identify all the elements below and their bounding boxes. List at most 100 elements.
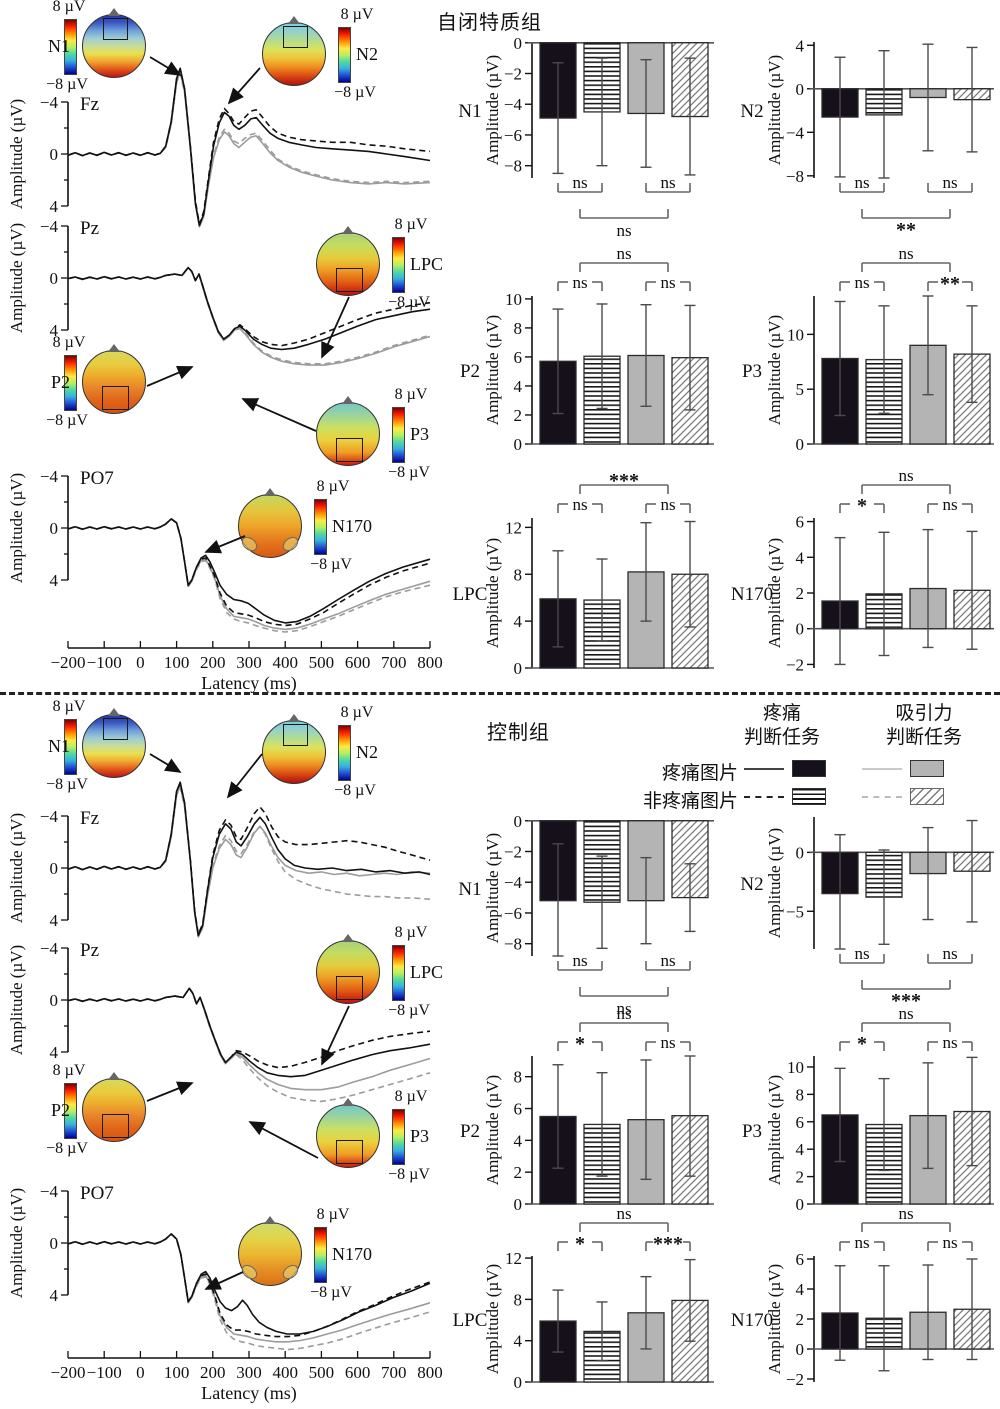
roi-box [283,26,308,48]
section-divider [0,692,1000,695]
y-tick-label: 0 [514,1373,523,1392]
erp-y-tick-label: 4 [50,911,59,930]
right-ear-marker [297,519,307,537]
y-tick-label: 2 [796,1168,805,1187]
component-label: LPC [453,1310,488,1331]
erp-curve-pp [67,266,431,351]
y-tick-label: −5 [786,902,804,921]
roi-right-electrode [280,1262,301,1282]
roi-box [283,724,308,746]
electrode-label: Fz [80,808,99,829]
erp-x-tick-label: 200 [200,653,226,672]
y-axis-title: Amplitude (µV) [483,55,502,165]
topo-map-LPC: 8 µV −8 µV LPC [311,924,466,1022]
erp-x-tick-label: −100 [87,653,122,672]
erp-y-tick-label: 4 [50,1286,59,1305]
topo-head [77,1072,151,1142]
y-axis-title: Amplitude (µV) [483,538,502,648]
colorbar-max-label: 8 µV [340,704,374,721]
sig-label: ns [616,244,631,263]
topo-head [257,16,331,86]
y-tick-label: 2 [514,406,523,425]
y-tick-label: 4 [796,36,805,55]
erp-x-axis-title: Latency (ms) [201,1383,296,1404]
roi-box [103,18,128,40]
right-ear-marker [321,745,331,763]
right-ear-marker [375,427,385,445]
sig-label: ns [572,495,587,514]
electrode-label: Pz [80,940,99,961]
sig-label: ns [898,1204,913,1223]
y-tick-label: 0 [514,435,523,454]
right-ear-marker [375,1129,385,1147]
colorbar-max-label: 8 µV [52,334,86,351]
erp-y-tick-label: 0 [50,991,59,1010]
sig-label: ns [660,273,675,292]
y-axis-title: Amplitude (µV) [765,538,784,648]
legend-row-pain-picture: 疼痛图片 [661,763,738,784]
topo-head [233,488,307,558]
sig-label: ns [898,1004,913,1023]
sig-label: ns [942,1233,957,1252]
y-tick-label: 0 [514,812,523,831]
erp-x-tick-label: 600 [345,1363,371,1382]
roi-box [336,268,363,292]
sig-label: ns [854,1233,869,1252]
component-name: N170 [332,516,372,536]
sig-label: * [857,1033,867,1055]
nose-marker [264,488,276,496]
legend-line-gray-solid [862,768,902,770]
component-label: N2 [740,874,763,895]
y-tick-label: 0 [514,659,523,678]
component-label: N170 [731,1310,773,1331]
y-tick-label: 12 [505,1249,522,1268]
y-tick-label: −8 [504,157,522,176]
nose-marker [108,708,120,716]
y-tick-label: 8 [796,1085,805,1104]
erp-y-tick-label: 0 [50,1234,59,1253]
erp-x-tick-label: 400 [272,653,298,672]
right-ear-marker [141,739,151,757]
y-tick-label: 4 [514,1332,523,1351]
sig-label: ns [660,951,675,970]
y-tick-label: 0 [796,80,805,99]
topo-head [233,1216,307,1286]
topo-map-N170: 8 µV −8 µV N170 [233,1206,388,1304]
bar-chart-控制组-N170: −2 0 2 4 6 Amplitude (µV)N170 ns ns ns [731,1204,994,1389]
y-tick-label: 4 [514,1131,523,1150]
y-tick-label: 8 [514,319,523,338]
nose-marker [342,226,354,234]
sig-label: *** [609,470,639,492]
erp-y-axis-title: Amplitude (µV) [7,223,26,333]
topo-colorbar [64,1083,77,1139]
erp-x-tick-label: 0 [136,1363,145,1382]
colorbar-max-label: 8 µV [52,698,86,715]
left-ear-marker [77,375,87,393]
component-name: N170 [332,1244,372,1264]
erp-x-tick-label: 700 [381,653,407,672]
topo-map-P3: 8 µV −8 µV P3 [311,386,466,484]
sig-label: ns [616,1004,631,1023]
colorbar-min-label: −8 µV [310,556,352,573]
erp-y-tick-label: 0 [50,519,59,538]
y-tick-label: 6 [796,1250,805,1269]
y-tick-label: 0 [796,1340,805,1359]
colorbar-max-label: 8 µV [394,216,428,233]
roi-left-electrode [239,534,260,554]
y-axis-title: Amplitude (µV) [765,55,784,165]
nose-marker [264,1216,276,1224]
erp-y-tick-label: −4 [40,467,59,486]
erp-panels-控制组: −4 0 4 Fz Amplitude (µV) −4 0 4 Pz Amplitude (µV)… [7,781,443,1404]
component-name: P2 [50,372,70,392]
colorbar-max-label: 8 µV [394,386,428,403]
y-tick-label: 8 [514,1068,523,1087]
erp-curve-pp [67,987,431,1078]
roi-box [336,438,363,462]
y-tick-label: 2 [514,1163,523,1182]
legend-swatch-black [792,760,826,777]
topo-colorbar [64,355,77,411]
left-ear-marker [77,739,87,757]
